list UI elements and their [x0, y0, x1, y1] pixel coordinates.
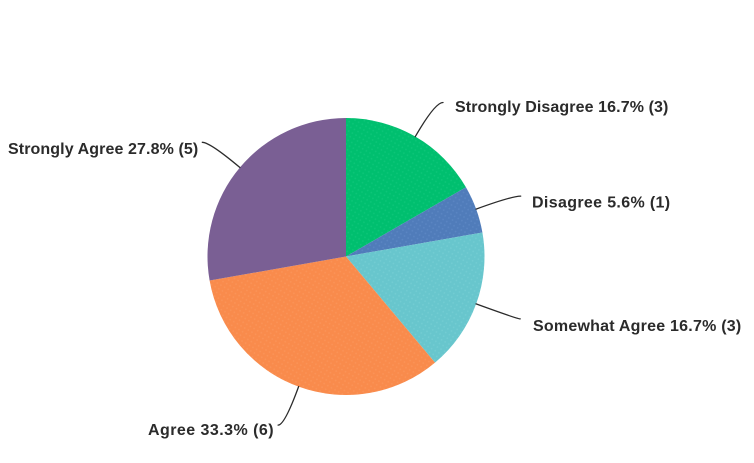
svg-text:Agree 33.3% (6): Agree 33.3% (6) [148, 422, 274, 439]
svg-text:Disagree 5.6% (1): Disagree 5.6% (1) [532, 195, 670, 212]
svg-text:Somewhat Agree 16.7% (3): Somewhat Agree 16.7% (3) [533, 318, 741, 335]
svg-text:Strongly Disagree 16.7% (3): Strongly Disagree 16.7% (3) [455, 99, 668, 116]
svg-text:Strongly Agree 27.8% (5): Strongly Agree 27.8% (5) [8, 141, 198, 158]
